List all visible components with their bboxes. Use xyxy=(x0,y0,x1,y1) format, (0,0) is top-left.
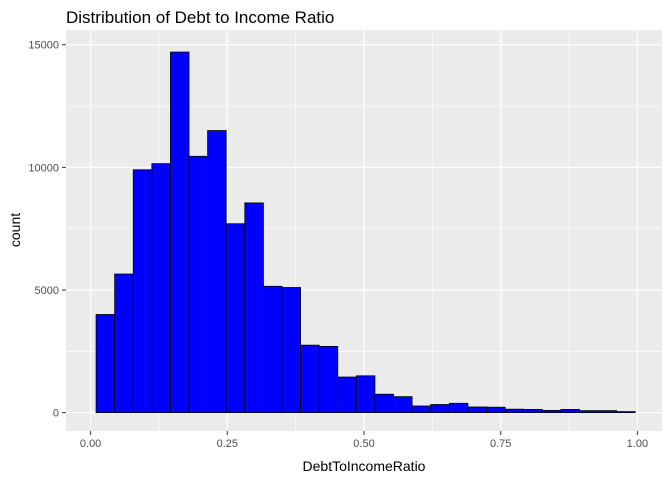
x-axis-title: DebtToIncomeRatio xyxy=(303,458,426,474)
histogram-bar xyxy=(430,404,450,414)
x-tick-label: 0.00 xyxy=(80,438,101,450)
histogram-bar xyxy=(207,130,227,414)
histogram-bar xyxy=(132,169,153,414)
histogram-bar xyxy=(616,411,636,414)
histogram-bar xyxy=(486,406,506,414)
y-axis-ticks: 0 5000 10000 15000 xyxy=(28,40,66,420)
y-tick-label: 5000 xyxy=(35,285,59,297)
histogram-bar xyxy=(225,223,246,414)
x-tick-label: 0.25 xyxy=(217,438,238,450)
major-gridlines xyxy=(66,30,662,431)
histogram-bar xyxy=(281,287,301,414)
histogram-bar xyxy=(411,405,432,414)
x-tick-label: 1.00 xyxy=(627,438,648,450)
y-tick-label: 10000 xyxy=(28,162,59,174)
histogram-bar xyxy=(188,155,209,414)
histogram-bar xyxy=(541,409,562,414)
x-axis-ticks: 0.00 0.25 0.50 0.75 1.00 xyxy=(80,431,648,450)
histogram-bar xyxy=(170,51,190,414)
histogram-bar xyxy=(374,393,394,414)
x-tick-label: 0.75 xyxy=(490,438,511,450)
histogram-bar xyxy=(244,202,264,414)
histogram-bar xyxy=(262,285,283,414)
histogram-bar xyxy=(393,396,413,414)
histogram-bars xyxy=(95,51,636,414)
histogram-bar xyxy=(151,163,171,414)
histogram-bar xyxy=(504,408,525,414)
histogram-bar xyxy=(579,410,599,414)
histogram-bar xyxy=(523,409,543,414)
histogram-bar xyxy=(560,409,580,414)
x-tick-label: 0.50 xyxy=(353,438,374,450)
histogram-bar xyxy=(95,314,116,414)
y-tick-label: 0 xyxy=(53,408,59,420)
histogram-bar xyxy=(467,406,487,414)
y-tick-label: 15000 xyxy=(28,40,59,52)
histogram-bar xyxy=(355,375,376,414)
histogram-bar xyxy=(318,345,339,414)
histogram-bar xyxy=(114,273,134,414)
histogram-bar xyxy=(300,344,320,414)
histogram-bar xyxy=(597,410,618,414)
y-axis-title: count xyxy=(7,213,23,247)
histogram-bar xyxy=(337,376,357,414)
histogram-bar xyxy=(448,402,469,414)
chart-title: Distribution of Debt to Income Ratio xyxy=(66,8,334,27)
